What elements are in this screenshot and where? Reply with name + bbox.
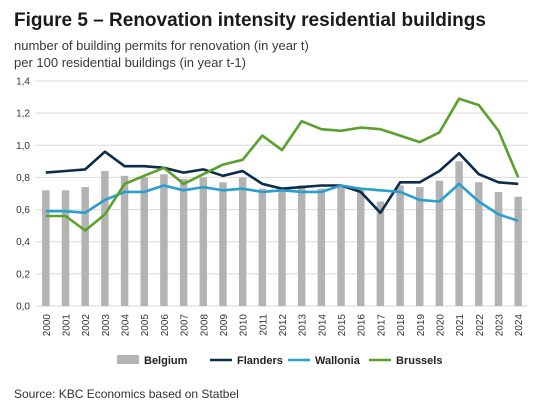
x-tick-label: 2017 [376,314,387,337]
chart-title: Figure 5 – Renovation intensity resident… [14,10,486,31]
x-tick-label: 2002 [81,314,92,337]
x-tick-label: 2012 [278,314,289,337]
legend-label-belgium: Belgium [144,355,188,367]
y-tick-label: 0,2 [16,269,30,280]
bar-belgium-2010 [238,177,247,306]
x-tick-label: 2013 [298,314,309,337]
x-tick-label: 2009 [219,314,230,337]
x-tick-label: 2001 [62,314,73,337]
x-tick-label: 2006 [160,314,171,337]
y-tick-label: 0,6 [16,205,30,216]
bar-belgium-2013 [297,185,306,306]
bar-belgium-2012 [278,188,286,306]
x-tick-label: 2015 [337,314,348,337]
legend-label-flanders: Flanders [237,355,283,367]
bar-belgium-2020 [435,180,444,306]
x-tick-label: 2022 [475,314,486,337]
y-tick-label: 0,8 [16,173,30,184]
y-tick-label: 0,0 [16,302,30,313]
bar-belgium-2006 [160,174,168,306]
x-tick-label: 2024 [514,314,525,337]
bar-belgium-2017 [376,201,385,306]
x-tick-label: 2016 [357,314,368,337]
bar-belgium-2023 [494,191,503,306]
x-tick-label: 2005 [140,314,151,337]
y-tick-label: 1,0 [16,141,30,152]
bar-belgium-2004 [120,175,129,306]
y-tick-label: 1,2 [16,109,30,120]
bar-belgium-2009 [219,182,227,306]
chart-subtitle-line2: per 100 residential buildings (in year t… [14,55,246,70]
bar-belgium-2015 [337,185,345,306]
legend-label-brussels: Brussels [396,355,442,367]
x-tick-label: 2021 [455,314,466,337]
x-tick-label: 2023 [494,314,505,337]
x-tick-label: 2018 [396,314,407,337]
chart-subtitle-line1: number of building permits for renovatio… [14,38,309,53]
x-tick-label: 2014 [317,314,328,337]
bar-belgium-2000 [42,190,50,306]
x-tick-label: 2004 [121,314,132,337]
x-tick-label: 2010 [239,314,250,337]
bar-belgium-2003 [101,171,109,306]
x-tick-label: 2000 [42,314,53,337]
x-tick-label: 2020 [435,314,446,337]
line-wallonia [45,182,519,223]
x-tick-label: 2019 [416,314,427,337]
bar-belgium-2022 [475,182,483,306]
bar-belgium-2005 [140,177,148,306]
line-brussels [45,97,520,232]
bar-belgium-2024 [514,196,522,306]
line-flanders [45,150,519,215]
x-tick-label: 2007 [180,314,191,337]
y-tick-label: 1,4 [16,77,30,88]
legend-label-wallonia: Wallonia [315,355,361,367]
x-tick-label: 2003 [101,314,112,337]
bar-belgium-2001 [61,190,70,306]
bar-belgium-2011 [258,188,267,306]
x-tick-label: 2011 [258,314,269,336]
bar-belgium-2007 [179,179,188,306]
bar-belgium-2016 [356,190,365,306]
y-tick-label: 0,4 [16,237,30,248]
bar-belgium-2014 [317,188,326,306]
bar-belgium-2002 [81,187,89,306]
x-tick-label: 2008 [199,314,210,337]
legend-swatch-belgium [117,355,139,364]
bar-belgium-2008 [199,177,208,306]
bar-belgium-2021 [455,161,463,306]
bar-belgium-2019 [416,187,424,306]
source-note: Source: KBC Economics based on Statbel [14,387,239,401]
bar-belgium-2018 [396,185,404,306]
